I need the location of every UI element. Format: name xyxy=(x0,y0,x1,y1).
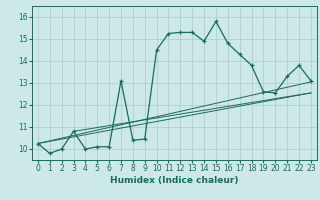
X-axis label: Humidex (Indice chaleur): Humidex (Indice chaleur) xyxy=(110,176,239,185)
